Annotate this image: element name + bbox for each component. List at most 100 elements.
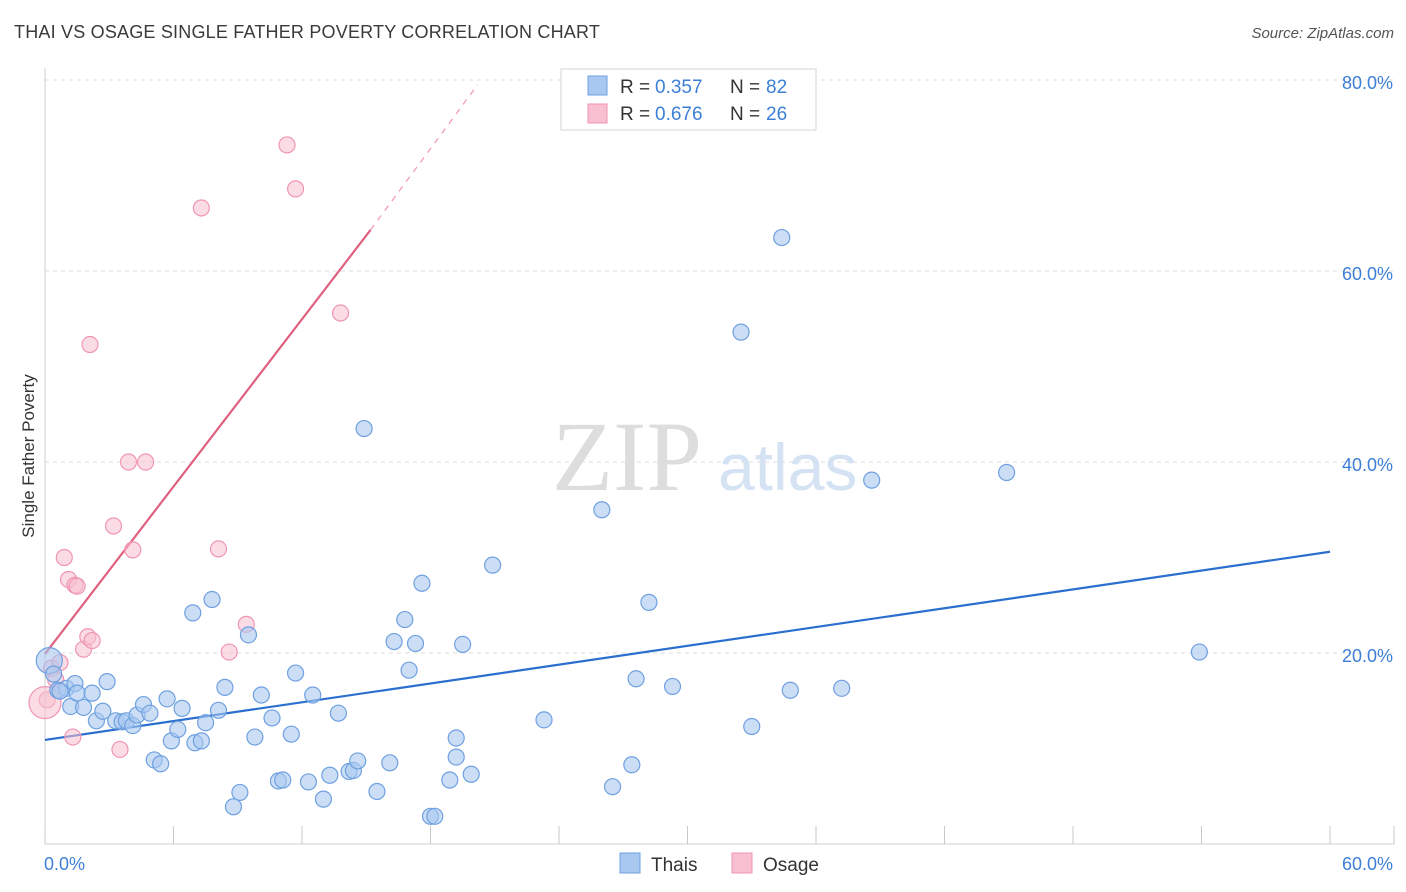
- osage-point: [68, 577, 86, 595]
- thais-point: [173, 699, 191, 717]
- legend-r-label: R =: [620, 77, 650, 98]
- osage-point: [137, 453, 155, 471]
- x-axis-ticks: [44, 826, 1395, 844]
- thais-point: [152, 755, 170, 773]
- thais-trendline: [44, 550, 1331, 741]
- thais-point: [627, 670, 645, 688]
- thais-point: [833, 679, 851, 697]
- thais-point: [321, 766, 339, 784]
- thais-point: [413, 574, 431, 592]
- thais-point: [184, 604, 202, 622]
- thais-point: [203, 590, 221, 609]
- legend-n-label: N =: [730, 104, 760, 125]
- thais-point: [98, 673, 116, 691]
- thais-point: [282, 725, 300, 743]
- y-axis-title: Single Father Poverty: [19, 374, 38, 538]
- thais-point: [863, 471, 881, 489]
- thais-point: [94, 702, 112, 720]
- legend-r-label: R =: [620, 104, 650, 125]
- thais-point: [368, 782, 386, 801]
- thais-point: [998, 463, 1016, 482]
- thais-point: [406, 634, 425, 653]
- thais-point: [447, 748, 465, 766]
- legend-swatch-thais-bottom: [619, 852, 641, 874]
- thais-points: [35, 228, 1208, 825]
- legend-n-label: N =: [730, 77, 760, 98]
- osage-point: [81, 335, 99, 354]
- osage-point: [209, 540, 228, 558]
- legend-swatch-thais: [587, 75, 608, 96]
- y-tick-label: 40.0%: [1342, 455, 1393, 475]
- thais-point: [663, 677, 682, 696]
- legend-n-value: 26: [766, 104, 787, 125]
- legend-label-thais: Thais: [651, 855, 697, 876]
- thais-point: [1190, 643, 1208, 661]
- y-tick-label: 20.0%: [1342, 646, 1393, 666]
- thais-point: [593, 501, 611, 519]
- osage-point: [104, 517, 123, 535]
- thais-point: [535, 711, 553, 729]
- legend-bottom: Thais Osage: [619, 852, 819, 876]
- thais-point: [74, 698, 93, 717]
- legend-r-value: 0.357: [655, 77, 703, 98]
- osage-point: [220, 643, 238, 661]
- osage-point: [278, 136, 296, 154]
- trendlines: [44, 84, 1331, 741]
- osage-point: [286, 180, 305, 198]
- thais-point: [732, 323, 750, 341]
- thais-point: [355, 419, 373, 438]
- thais-point: [263, 709, 281, 727]
- osage-point: [55, 548, 73, 567]
- osage-point: [331, 304, 350, 322]
- thais-point: [197, 714, 215, 732]
- thais-point: [349, 752, 367, 770]
- thais-point: [169, 720, 187, 739]
- legend-swatch-osage-bottom: [731, 852, 753, 874]
- thais-point: [773, 228, 791, 247]
- legend-top: R = 0.357 N = 82 R = 0.676 N = 26: [560, 68, 817, 131]
- watermark-zip: ZIP: [552, 401, 702, 512]
- x-tick-label-min: 0.0%: [44, 854, 85, 874]
- osage-point: [119, 453, 138, 471]
- thais-point: [743, 717, 761, 736]
- chart-title: THAI VS OSAGE SINGLE FATHER POVERTY CORR…: [14, 22, 601, 42]
- thais-point: [216, 678, 234, 696]
- thais-point: [158, 690, 176, 708]
- osage-point: [111, 740, 129, 759]
- thais-point: [484, 556, 502, 574]
- osage-trendline-extension: [370, 84, 479, 231]
- thais-point: [68, 684, 86, 702]
- y-tick-label: 60.0%: [1342, 264, 1393, 284]
- thais-point: [640, 593, 658, 611]
- thais-point: [441, 771, 459, 789]
- thais-point: [286, 664, 305, 682]
- y-tick-label: 80.0%: [1342, 73, 1393, 93]
- legend-swatch-osage: [587, 103, 608, 124]
- thais-point: [224, 798, 243, 816]
- x-tick-label-max: 60.0%: [1342, 854, 1393, 874]
- thais-point: [51, 682, 69, 700]
- osage-point: [124, 541, 142, 559]
- osage-trendline: [44, 229, 372, 655]
- y-tick-labels: 20.0% 40.0% 60.0% 80.0%: [1342, 73, 1393, 666]
- thais-point: [603, 778, 622, 796]
- thais-point: [426, 807, 444, 825]
- watermark-atlas: atlas: [718, 430, 857, 504]
- osage-point: [83, 631, 101, 650]
- thais-point: [400, 661, 418, 679]
- thais-point: [192, 732, 210, 750]
- thais-point: [781, 681, 799, 699]
- legend-r-value: 0.676: [655, 104, 703, 125]
- osage-point: [192, 199, 210, 217]
- thais-point: [454, 635, 472, 654]
- osage-point: [64, 728, 82, 746]
- thais-point: [304, 686, 322, 704]
- thais-point: [209, 701, 228, 719]
- thais-point: [44, 665, 63, 683]
- thais-point: [83, 684, 101, 702]
- thais-point: [252, 686, 270, 704]
- thais-point: [231, 783, 249, 802]
- thais-point: [246, 728, 264, 746]
- thais-point: [381, 754, 399, 772]
